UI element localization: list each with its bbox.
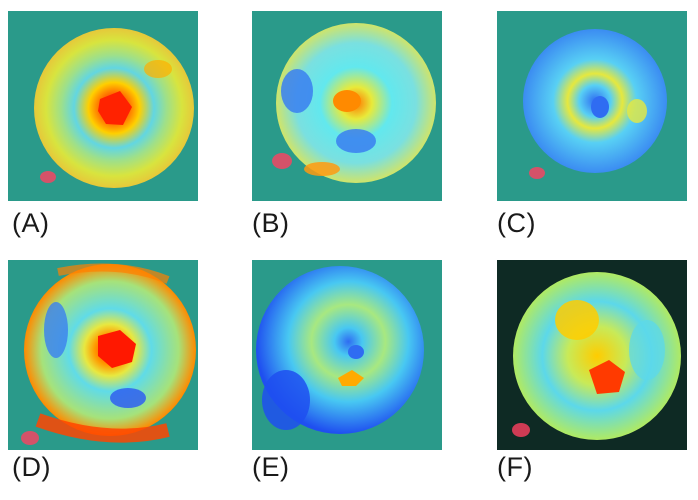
thermal-disc — [513, 272, 681, 440]
laser-spot — [512, 423, 530, 437]
thermal-map-d — [8, 260, 198, 450]
thermal-image-a — [8, 11, 198, 201]
caption-d: (D) — [12, 452, 51, 482]
caption-b: (B) — [252, 208, 290, 238]
thermal-map-b — [252, 11, 442, 201]
thermal-image-d — [8, 260, 198, 450]
thermal-map-a — [8, 11, 198, 201]
thermal-map-c — [497, 11, 687, 201]
laser-spot — [21, 431, 39, 445]
thermal-image-c — [497, 11, 687, 201]
laser-spot — [529, 167, 545, 179]
thermal-map-e — [252, 260, 442, 450]
thermal-image-f — [497, 260, 687, 450]
caption-c: (C) — [497, 208, 536, 238]
thermal-map-f — [497, 260, 687, 450]
caption-e: (E) — [252, 452, 290, 482]
caption-f: (F) — [497, 452, 533, 482]
thermal-image-e — [252, 260, 442, 450]
laser-spot — [272, 153, 292, 169]
laser-spot — [40, 171, 56, 183]
caption-a: (A) — [12, 208, 50, 238]
thermal-image-b — [252, 11, 442, 201]
